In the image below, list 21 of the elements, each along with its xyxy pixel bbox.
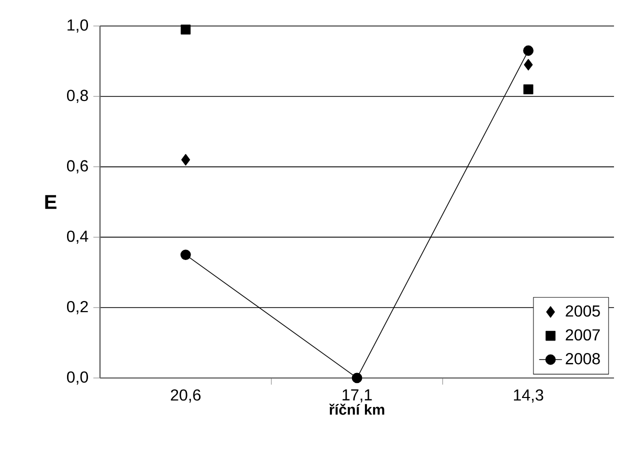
point	[523, 45, 534, 56]
point	[524, 58, 533, 70]
x-tick-label: 14,3	[514, 389, 544, 403]
y-tick-label: 0,8	[67, 90, 88, 103]
x-tick-label: 20,6	[170, 389, 201, 403]
point	[523, 84, 534, 94]
x-tick-label: 17,1	[342, 389, 372, 402]
legend-label: 2008	[566, 353, 600, 364]
y-tick-label: 0,6	[67, 160, 88, 174]
y-axis-title: E	[45, 195, 56, 209]
legend-label: 2007	[566, 329, 600, 341]
point	[180, 250, 191, 260]
y-tick-label: 1,0	[68, 19, 88, 33]
y-tick-label: 0,0	[67, 371, 88, 385]
point	[180, 24, 191, 34]
legend-label: 2005	[566, 305, 600, 317]
point	[181, 154, 190, 166]
y-tick-label: 0,4	[67, 230, 88, 244]
y-tick-label: 0,2	[67, 300, 88, 314]
point	[352, 372, 362, 384]
x-axis-title: říční km	[329, 404, 384, 415]
